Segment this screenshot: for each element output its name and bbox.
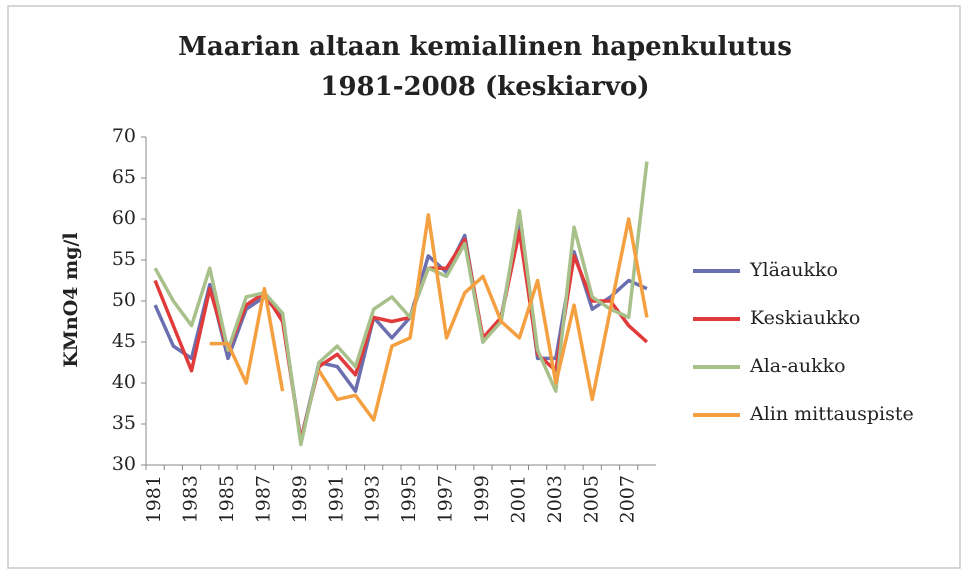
y-tick-label: 70 <box>112 125 136 147</box>
legend-label: Yläaukko <box>749 259 838 281</box>
chart-title: Maarian altaan kemiallinen hapenkulutus <box>178 32 792 62</box>
x-tick-label: 2005 <box>580 475 602 523</box>
x-tick-label: 2001 <box>507 475 529 523</box>
series-line <box>209 213 649 422</box>
x-tick-label: 1991 <box>325 475 347 523</box>
x-tick-label: 1983 <box>180 475 202 523</box>
y-tick-label: 65 <box>112 166 136 188</box>
x-tick-label: 1999 <box>471 475 493 523</box>
y-axis-title: KMnO4 mg/l <box>60 232 82 367</box>
legend-label: Ala-aukko <box>749 355 846 377</box>
y-tick-label: 60 <box>112 207 136 229</box>
series-line <box>153 161 649 447</box>
y-tick-label: 50 <box>112 289 136 311</box>
x-tick-label: 1989 <box>289 475 311 523</box>
x-tick-label: 2007 <box>617 475 639 523</box>
legend-label: Alin mittauspiste <box>749 403 914 425</box>
y-tick-label: 45 <box>112 330 136 352</box>
y-tick-label: 35 <box>112 412 136 434</box>
chart-title: 1981-2008 (keskiarvo) <box>320 72 649 102</box>
x-tick-label: 1995 <box>398 475 420 523</box>
legend-label: Keskiaukko <box>750 307 860 329</box>
x-tick-label: 1987 <box>252 475 274 523</box>
x-tick-label: 1985 <box>216 475 238 523</box>
x-tick-label: 1993 <box>362 475 384 523</box>
y-tick-label: 30 <box>112 453 136 475</box>
x-tick-label: 2003 <box>544 475 566 523</box>
y-tick-label: 55 <box>112 248 136 270</box>
x-tick-label: 1997 <box>435 475 457 523</box>
y-tick-label: 40 <box>112 371 136 393</box>
x-tick-label: 1981 <box>143 475 165 523</box>
